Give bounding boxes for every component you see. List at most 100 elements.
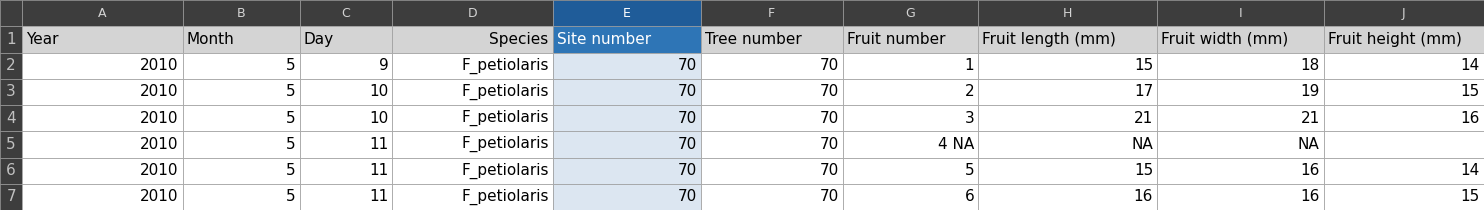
Text: 1: 1 — [6, 32, 16, 47]
Bar — [22, 105, 183, 131]
Text: A: A — [98, 7, 107, 20]
Text: D: D — [467, 7, 478, 20]
Bar — [1158, 79, 1324, 105]
Bar — [0, 131, 22, 158]
Text: Day: Day — [304, 32, 334, 47]
Text: 21: 21 — [1134, 111, 1153, 126]
Text: 5: 5 — [286, 137, 295, 152]
Text: 2: 2 — [965, 84, 974, 99]
Text: 2010: 2010 — [139, 58, 178, 73]
Bar — [300, 0, 392, 26]
Text: 9: 9 — [378, 58, 389, 73]
Bar — [183, 158, 300, 184]
Bar — [300, 79, 392, 105]
Bar — [700, 105, 843, 131]
Bar — [22, 131, 183, 158]
Text: 70: 70 — [677, 189, 696, 204]
Text: NA: NA — [1131, 137, 1153, 152]
Bar — [22, 158, 183, 184]
Text: 16: 16 — [1300, 163, 1319, 178]
Text: Fruit number: Fruit number — [846, 32, 945, 47]
Bar — [1324, 79, 1484, 105]
Text: 14: 14 — [1460, 163, 1480, 178]
Bar — [300, 52, 392, 79]
Bar — [300, 131, 392, 158]
Bar — [0, 0, 22, 26]
Text: 3: 3 — [6, 84, 16, 99]
Text: 7: 7 — [6, 189, 16, 204]
Text: 70: 70 — [819, 189, 838, 204]
Bar — [552, 52, 700, 79]
Bar — [392, 0, 552, 26]
Bar — [1324, 52, 1484, 79]
Bar — [1158, 158, 1324, 184]
Text: F_petiolaris: F_petiolaris — [462, 136, 549, 152]
Bar — [978, 52, 1158, 79]
Text: 70: 70 — [677, 58, 696, 73]
Bar — [183, 105, 300, 131]
Bar — [700, 26, 843, 52]
Bar — [22, 184, 183, 210]
Text: 5: 5 — [6, 137, 16, 152]
Bar — [392, 184, 552, 210]
Text: 6: 6 — [965, 189, 974, 204]
Text: 2010: 2010 — [139, 111, 178, 126]
Text: Fruit height (mm): Fruit height (mm) — [1328, 32, 1462, 47]
Bar — [552, 158, 700, 184]
Bar — [183, 79, 300, 105]
Bar — [552, 26, 700, 52]
Text: F_petiolaris: F_petiolaris — [462, 189, 549, 205]
Text: 15: 15 — [1134, 163, 1153, 178]
Text: 2010: 2010 — [139, 163, 178, 178]
Text: 16: 16 — [1134, 189, 1153, 204]
Text: Species: Species — [490, 32, 549, 47]
Bar — [22, 0, 183, 26]
Text: B: B — [237, 7, 245, 20]
Text: 5: 5 — [965, 163, 974, 178]
Bar — [552, 131, 700, 158]
Bar — [300, 158, 392, 184]
Text: 11: 11 — [370, 137, 389, 152]
Bar — [0, 79, 22, 105]
Bar — [1324, 131, 1484, 158]
Text: 70: 70 — [819, 111, 838, 126]
Text: 70: 70 — [677, 137, 696, 152]
Bar — [392, 105, 552, 131]
Bar — [300, 26, 392, 52]
Text: 2010: 2010 — [139, 137, 178, 152]
Bar — [700, 158, 843, 184]
Text: J: J — [1402, 7, 1405, 20]
Text: 15: 15 — [1460, 84, 1480, 99]
Bar — [1158, 0, 1324, 26]
Text: 14: 14 — [1460, 58, 1480, 73]
Text: Fruit width (mm): Fruit width (mm) — [1160, 32, 1288, 47]
Text: 70: 70 — [819, 58, 838, 73]
Bar — [978, 0, 1158, 26]
Bar — [700, 52, 843, 79]
Text: 5: 5 — [286, 189, 295, 204]
Text: 70: 70 — [819, 163, 838, 178]
Bar — [978, 131, 1158, 158]
Bar — [0, 26, 22, 52]
Bar — [183, 131, 300, 158]
Bar — [843, 0, 978, 26]
Bar — [700, 184, 843, 210]
Bar — [1324, 105, 1484, 131]
Text: 15: 15 — [1134, 58, 1153, 73]
Bar — [978, 26, 1158, 52]
Text: 4 NA: 4 NA — [938, 137, 974, 152]
Bar — [978, 105, 1158, 131]
Bar — [0, 52, 22, 79]
Bar — [552, 105, 700, 131]
Bar — [1324, 0, 1484, 26]
Text: 11: 11 — [370, 189, 389, 204]
Bar — [1158, 184, 1324, 210]
Bar — [0, 105, 22, 131]
Bar — [392, 26, 552, 52]
Text: Year: Year — [27, 32, 59, 47]
Bar — [22, 52, 183, 79]
Bar — [843, 79, 978, 105]
Bar — [552, 184, 700, 210]
Text: 70: 70 — [677, 163, 696, 178]
Text: Tree number: Tree number — [705, 32, 801, 47]
